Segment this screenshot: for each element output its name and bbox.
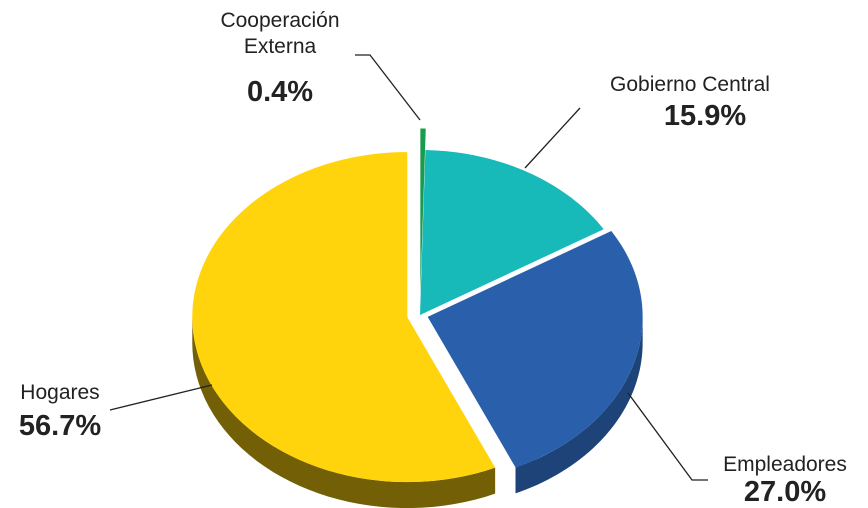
value-label: 27.0% bbox=[743, 476, 827, 508]
slice bbox=[192, 152, 496, 483]
value-label: 0.4% bbox=[246, 76, 314, 108]
leader-line bbox=[355, 54, 421, 121]
category-label: Gobierno Central bbox=[610, 73, 770, 96]
leader-line bbox=[627, 392, 708, 481]
slice bbox=[420, 150, 604, 315]
category-label: Empleadores bbox=[723, 453, 847, 476]
category-label: Hogares bbox=[20, 381, 100, 404]
leader-line bbox=[524, 107, 581, 169]
category-label: Cooperación Externa bbox=[220, 9, 340, 58]
value-label: 15.9% bbox=[663, 100, 747, 132]
slice bbox=[427, 231, 643, 468]
sides bbox=[192, 316, 643, 508]
value-label: 56.7% bbox=[18, 410, 102, 442]
leader-line bbox=[109, 384, 213, 411]
slice-side bbox=[515, 316, 643, 494]
slice bbox=[420, 128, 426, 294]
tops bbox=[192, 128, 643, 483]
slice-side bbox=[192, 317, 496, 508]
